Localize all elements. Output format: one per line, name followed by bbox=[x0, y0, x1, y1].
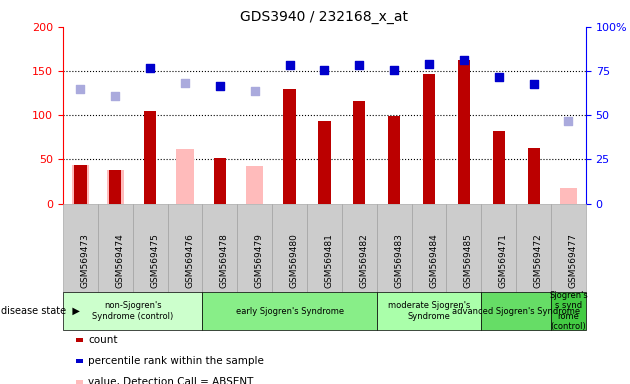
Bar bbox=[106, 170, 124, 204]
Text: GSM569484: GSM569484 bbox=[429, 233, 438, 288]
Point bbox=[424, 61, 434, 67]
Bar bbox=[493, 131, 505, 204]
Text: GSM569483: GSM569483 bbox=[394, 233, 403, 288]
Text: count: count bbox=[88, 335, 118, 345]
Text: GSM569472: GSM569472 bbox=[534, 233, 542, 288]
Point bbox=[389, 67, 399, 73]
Bar bbox=[144, 111, 156, 204]
Bar bbox=[246, 166, 263, 204]
Text: GSM569480: GSM569480 bbox=[290, 233, 299, 288]
Bar bbox=[214, 157, 226, 204]
Bar bbox=[388, 116, 400, 204]
Bar bbox=[353, 101, 365, 204]
Bar bbox=[318, 121, 331, 204]
Text: GSM569477: GSM569477 bbox=[568, 233, 578, 288]
Text: percentile rank within the sample: percentile rank within the sample bbox=[88, 356, 264, 366]
Text: Sjogren's
s synd
rome
(control): Sjogren's s synd rome (control) bbox=[549, 291, 588, 331]
Bar bbox=[284, 89, 295, 204]
Text: value, Detection Call = ABSENT: value, Detection Call = ABSENT bbox=[88, 377, 253, 384]
Point bbox=[354, 62, 364, 68]
Text: GSM569485: GSM569485 bbox=[464, 233, 473, 288]
Bar bbox=[74, 165, 86, 204]
Point bbox=[459, 56, 469, 63]
Point bbox=[563, 118, 573, 124]
Text: non-Sjogren's
Syndrome (control): non-Sjogren's Syndrome (control) bbox=[92, 301, 173, 321]
Text: GSM569478: GSM569478 bbox=[220, 233, 229, 288]
Point bbox=[319, 67, 329, 73]
Text: GSM569482: GSM569482 bbox=[359, 233, 369, 288]
Text: GSM569481: GSM569481 bbox=[324, 233, 333, 288]
Bar bbox=[109, 170, 122, 204]
Point bbox=[76, 86, 86, 92]
Text: GSM569475: GSM569475 bbox=[150, 233, 159, 288]
Point bbox=[180, 80, 190, 86]
Point bbox=[529, 81, 539, 88]
Bar bbox=[527, 148, 540, 204]
Text: disease state  ▶: disease state ▶ bbox=[1, 306, 79, 316]
Bar bbox=[176, 149, 194, 204]
Text: GSM569474: GSM569474 bbox=[115, 233, 124, 288]
Point bbox=[110, 93, 120, 99]
Text: GSM569473: GSM569473 bbox=[81, 233, 89, 288]
Text: GSM569479: GSM569479 bbox=[255, 233, 264, 288]
Point bbox=[249, 88, 260, 94]
Point bbox=[145, 65, 155, 71]
Text: GSM569471: GSM569471 bbox=[499, 233, 508, 288]
Text: GSM569476: GSM569476 bbox=[185, 233, 194, 288]
Title: GDS3940 / 232168_x_at: GDS3940 / 232168_x_at bbox=[241, 10, 408, 25]
Point bbox=[494, 74, 504, 80]
Text: advanced Sjogren's Syndrome: advanced Sjogren's Syndrome bbox=[452, 306, 580, 316]
Bar bbox=[423, 74, 435, 204]
Bar bbox=[458, 60, 470, 204]
Bar bbox=[559, 188, 577, 204]
Point bbox=[285, 62, 295, 68]
Point bbox=[215, 83, 225, 89]
Text: moderate Sjogren's
Syndrome: moderate Sjogren's Syndrome bbox=[388, 301, 470, 321]
Bar bbox=[72, 165, 89, 204]
Text: early Sjogren's Syndrome: early Sjogren's Syndrome bbox=[236, 306, 343, 316]
